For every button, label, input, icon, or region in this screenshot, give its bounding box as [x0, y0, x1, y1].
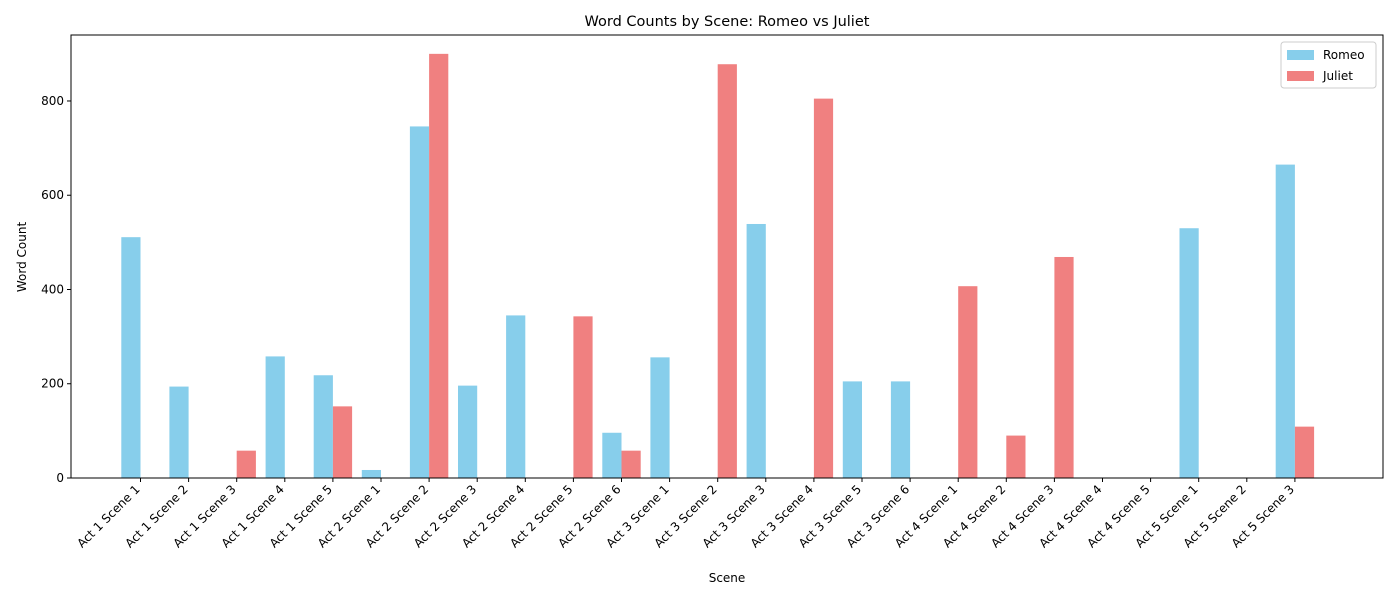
bar-romeo-14: [746, 223, 766, 478]
bar-romeo-25: [1275, 164, 1295, 478]
y-axis: 0 200 400 600 800: [41, 94, 71, 485]
legend-swatch-juliet: [1287, 71, 1314, 81]
bar-romeo-9: [506, 315, 526, 478]
bar-juliet-5: [332, 406, 353, 478]
bar-romeo-12: [650, 357, 670, 478]
chart-title: Word Counts by Scene: Romeo vs Juliet: [585, 14, 870, 30]
y-tick-label: 0: [56, 471, 64, 485]
bar-juliet-25: [1294, 426, 1315, 478]
bar-romeo-11: [602, 432, 622, 478]
plot-frame: [70, 34, 1384, 479]
bar-juliet-3: [236, 450, 256, 478]
bar-juliet-20: [1054, 256, 1074, 478]
bar-romeo-8: [458, 385, 478, 478]
y-tick-label: 800: [41, 94, 64, 108]
legend-label-juliet: Juliet: [1322, 69, 1353, 83]
bars-group: [121, 53, 1315, 478]
bar-romeo-1: [121, 237, 141, 478]
y-tick-label: 600: [41, 188, 64, 202]
x-axis-label: Scene: [709, 571, 746, 585]
legend-label-romeo: Romeo: [1323, 48, 1365, 62]
bar-juliet-19: [1006, 435, 1026, 478]
bar-romeo-2: [169, 386, 189, 478]
bar-juliet-11: [621, 450, 641, 478]
y-tick-label: 200: [41, 377, 64, 391]
bar-juliet-10: [573, 316, 593, 478]
bar-romeo-7: [409, 126, 430, 478]
bar-romeo-16: [842, 381, 862, 478]
bar-romeo-17: [890, 381, 911, 478]
bar-romeo-6: [361, 469, 381, 478]
bar-juliet-7: [429, 53, 449, 478]
bar-romeo-5: [313, 375, 333, 478]
y-axis-label: Word Count: [15, 222, 29, 293]
bar-romeo-4: [265, 356, 285, 478]
legend: Romeo Juliet: [1280, 41, 1377, 89]
legend-swatch-romeo: [1287, 50, 1314, 60]
bar-juliet-15: [813, 98, 834, 478]
bar-juliet-18: [958, 286, 978, 478]
bar-juliet-13: [717, 64, 737, 478]
y-tick-label: 400: [41, 282, 64, 296]
bar-romeo-23: [1179, 228, 1199, 478]
